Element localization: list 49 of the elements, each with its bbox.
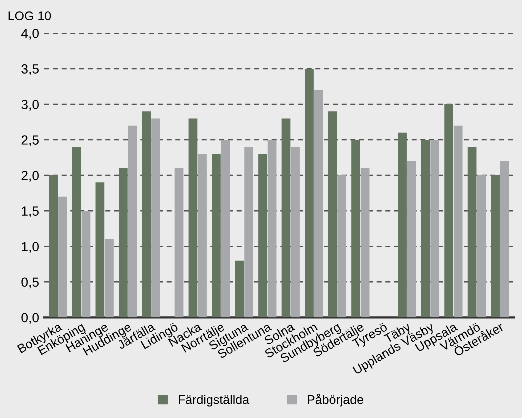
legend-label: Påbörjade [308, 394, 364, 407]
bar [258, 154, 268, 318]
y-axis-title: LOG 10 [8, 12, 52, 21]
bar [328, 112, 338, 318]
bar [221, 140, 230, 318]
bar [314, 90, 324, 318]
bar [58, 196, 68, 318]
bar [444, 104, 454, 318]
y-tick-label: 1,0 [22, 242, 39, 254]
bar [152, 118, 160, 318]
bar [244, 147, 254, 318]
y-tick-label: 2,0 [22, 171, 39, 182]
legend-label: Färdigställda [179, 395, 250, 407]
bar [305, 68, 314, 318]
bar [282, 118, 291, 318]
bar [212, 154, 221, 318]
bar [500, 161, 510, 318]
bar [82, 211, 91, 318]
bar [268, 140, 277, 318]
bar [96, 182, 105, 318]
bar [398, 132, 407, 318]
bar [174, 168, 184, 318]
bar [421, 140, 430, 318]
bar [454, 126, 463, 318]
bar [188, 118, 198, 318]
y-tick-label: 3,0 [22, 100, 39, 111]
bar [360, 168, 370, 318]
bar [352, 140, 360, 318]
y-tick-label: 0,0 [22, 313, 39, 324]
bar [291, 147, 300, 318]
bar [72, 147, 82, 318]
bar [128, 126, 138, 318]
y-tick-label: 4,0 [21, 29, 39, 40]
bar [468, 147, 477, 318]
bar [119, 168, 128, 318]
y-tick-label: 0,5 [22, 278, 39, 289]
bar [491, 176, 500, 318]
bar [198, 154, 207, 318]
y-tick-label: 2,5 [22, 136, 39, 146]
y-tick-label: 1,5 [22, 206, 39, 218]
bar [407, 161, 416, 318]
bar [338, 176, 346, 318]
bar [142, 112, 152, 318]
bar [430, 140, 440, 318]
bar [49, 176, 58, 318]
bar [235, 260, 244, 318]
bar [477, 176, 486, 318]
y-tick-label: 3,5 [22, 64, 39, 76]
bar [105, 240, 114, 318]
